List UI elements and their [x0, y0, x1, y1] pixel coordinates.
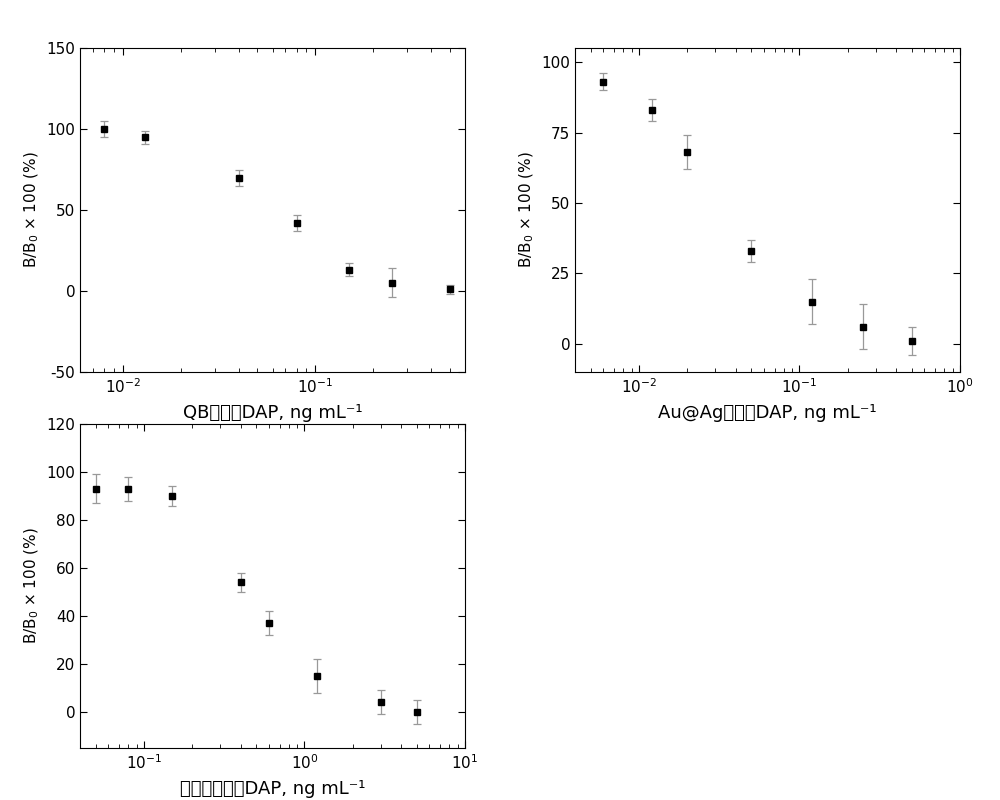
Y-axis label: B/B$_0$ × 100 (%): B/B$_0$ × 100 (%) [517, 151, 536, 269]
Y-axis label: B/B$_0$ × 100 (%): B/B$_0$ × 100 (%) [22, 527, 41, 645]
X-axis label: QB信号下DAP, ng mL⁻¹: QB信号下DAP, ng mL⁻¹ [183, 404, 362, 422]
X-axis label: 可视化信号下DAP, ng mL⁻¹: 可视化信号下DAP, ng mL⁻¹ [180, 780, 365, 798]
Y-axis label: B/B$_0$ × 100 (%): B/B$_0$ × 100 (%) [22, 151, 41, 269]
X-axis label: Au@Ag信号下DAP, ng mL⁻¹: Au@Ag信号下DAP, ng mL⁻¹ [658, 404, 877, 422]
